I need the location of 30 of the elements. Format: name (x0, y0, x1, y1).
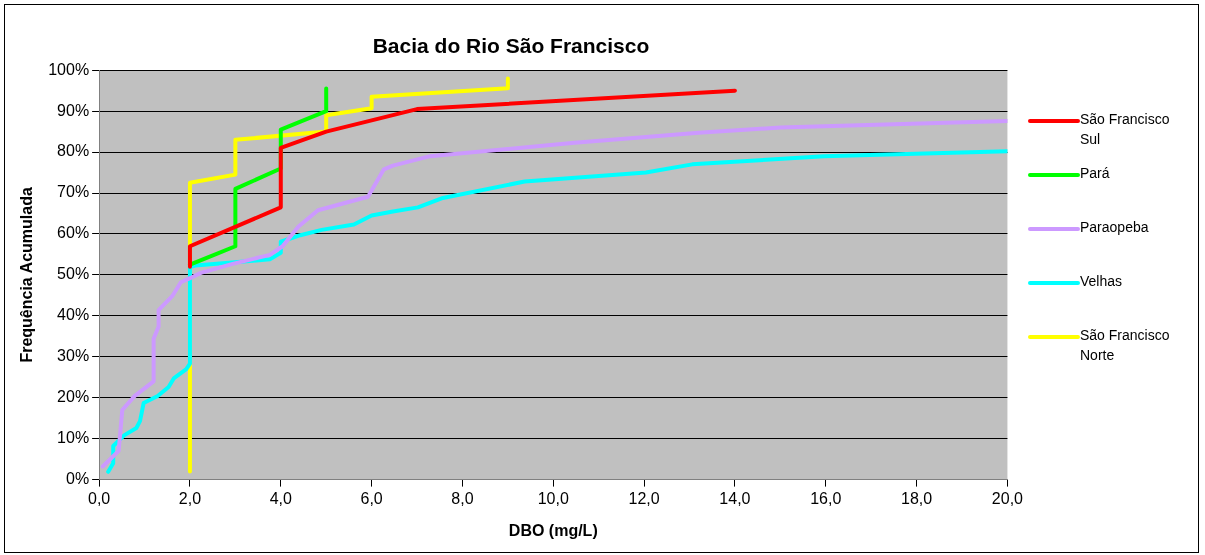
legend-label: Paraopeba (1080, 218, 1150, 237)
y-tick-label: 20% (57, 388, 90, 406)
y-axis-title: Frequência Acumulada (18, 187, 36, 363)
legend-label: São Francisco Norte (1080, 326, 1171, 365)
legend-label: Pará (1080, 164, 1111, 183)
x-tick-label: 20,0 (991, 489, 1024, 507)
chart-title: Bacia do Rio São Francisco (372, 34, 650, 58)
y-tick-label: 80% (57, 142, 90, 160)
x-tick-label: 8,0 (451, 489, 474, 507)
x-tick-label: 4,0 (269, 489, 292, 507)
y-tick-label: 100% (48, 60, 90, 78)
x-tick-label: 2,0 (178, 489, 202, 507)
y-tick-label: 60% (57, 224, 90, 242)
y-tick-label: 90% (57, 101, 90, 119)
x-tick-label: 16,0 (810, 489, 842, 507)
y-tick-label: 0% (66, 470, 90, 488)
x-tick-label: 10,0 (537, 489, 569, 507)
legend-label: Velhas (1080, 272, 1124, 291)
y-tick-label: 70% (57, 183, 90, 201)
x-tick-label: 14,0 (719, 489, 751, 507)
x-tick-label: 6,0 (360, 489, 383, 507)
x-tick-label: 18,0 (901, 489, 933, 507)
y-tick-label: 30% (57, 347, 90, 365)
x-tick-label: 12,0 (628, 489, 660, 507)
legend-label: São Francisco Sul (1080, 110, 1171, 149)
y-tick-label: 40% (57, 306, 90, 324)
x-tick-label: 0,0 (88, 489, 111, 507)
x-axis-title: DBO (mg/L) (508, 521, 598, 539)
y-tick-label: 10% (57, 429, 90, 447)
y-tick-label: 50% (57, 265, 90, 283)
